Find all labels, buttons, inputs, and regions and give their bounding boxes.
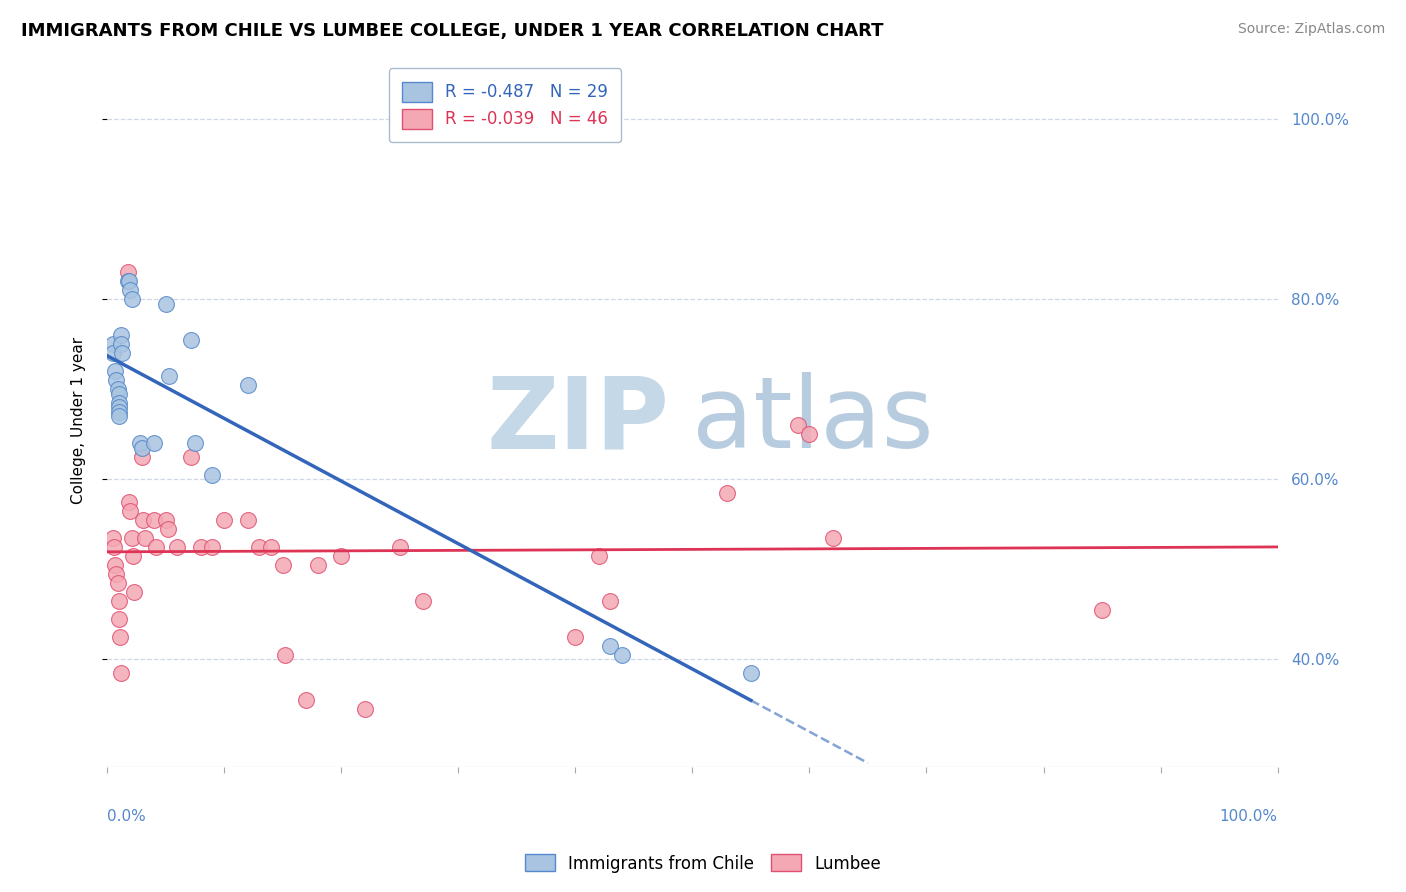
Point — [118, 494, 141, 508]
Point — [105, 373, 128, 387]
Point — [610, 648, 633, 662]
Point — [121, 292, 143, 306]
Point — [184, 436, 207, 450]
Text: atlas: atlas — [692, 372, 934, 469]
Point — [105, 566, 128, 581]
Point — [412, 593, 434, 607]
Point — [117, 265, 139, 279]
Point — [104, 364, 127, 378]
Point — [271, 558, 294, 572]
Legend: R = -0.487   N = 29, R = -0.039   N = 46: R = -0.487 N = 29, R = -0.039 N = 46 — [388, 69, 621, 143]
Point — [155, 296, 177, 310]
Point — [107, 612, 129, 626]
Point — [121, 549, 143, 563]
Point — [155, 513, 177, 527]
Point — [131, 441, 153, 455]
Point — [121, 531, 143, 545]
Point — [307, 558, 329, 572]
Point — [118, 274, 141, 288]
Point — [716, 485, 738, 500]
Point — [1091, 603, 1114, 617]
Point — [110, 665, 132, 680]
Point — [201, 540, 224, 554]
Point — [156, 522, 179, 536]
Point — [107, 575, 129, 590]
Point — [236, 377, 259, 392]
Point — [107, 395, 129, 409]
Point — [212, 513, 235, 527]
Point — [108, 630, 131, 644]
Point — [107, 400, 129, 414]
Text: ZIP: ZIP — [486, 372, 669, 469]
Point — [740, 665, 762, 680]
Point — [274, 648, 297, 662]
Point — [247, 540, 270, 554]
Point — [117, 274, 139, 288]
Legend: Immigrants from Chile, Lumbee: Immigrants from Chile, Lumbee — [519, 847, 887, 880]
Text: 0.0%: 0.0% — [107, 809, 146, 824]
Point — [131, 450, 153, 464]
Text: IMMIGRANTS FROM CHILE VS LUMBEE COLLEGE, UNDER 1 YEAR CORRELATION CHART: IMMIGRANTS FROM CHILE VS LUMBEE COLLEGE,… — [21, 22, 883, 40]
Text: Source: ZipAtlas.com: Source: ZipAtlas.com — [1237, 22, 1385, 37]
Point — [107, 386, 129, 401]
Point — [134, 531, 156, 545]
Point — [599, 639, 621, 653]
Point — [786, 418, 808, 433]
Point — [101, 346, 124, 360]
Point — [190, 540, 212, 554]
Text: 100.0%: 100.0% — [1219, 809, 1278, 824]
Point — [821, 531, 844, 545]
Point — [142, 436, 165, 450]
Point — [107, 409, 129, 423]
Point — [166, 540, 188, 554]
Point — [799, 427, 821, 442]
Point — [330, 549, 353, 563]
Point — [101, 337, 124, 351]
Point — [120, 283, 142, 297]
Point — [236, 513, 259, 527]
Y-axis label: College, Under 1 year: College, Under 1 year — [72, 337, 86, 504]
Point — [122, 584, 145, 599]
Point — [157, 368, 180, 383]
Point — [142, 513, 165, 527]
Point — [599, 593, 621, 607]
Point — [120, 503, 142, 517]
Point — [180, 333, 202, 347]
Point — [107, 382, 129, 396]
Point — [107, 593, 129, 607]
Point — [128, 436, 150, 450]
Point — [145, 540, 167, 554]
Point — [107, 404, 129, 418]
Point — [201, 467, 224, 482]
Point — [388, 540, 411, 554]
Point — [111, 346, 134, 360]
Point — [295, 692, 318, 706]
Point — [564, 630, 586, 644]
Point — [260, 540, 283, 554]
Point — [180, 450, 202, 464]
Point — [103, 540, 125, 554]
Point — [101, 531, 124, 545]
Point — [353, 702, 375, 716]
Point — [110, 337, 132, 351]
Point — [104, 558, 127, 572]
Point — [132, 513, 155, 527]
Point — [588, 549, 610, 563]
Point — [110, 328, 132, 343]
